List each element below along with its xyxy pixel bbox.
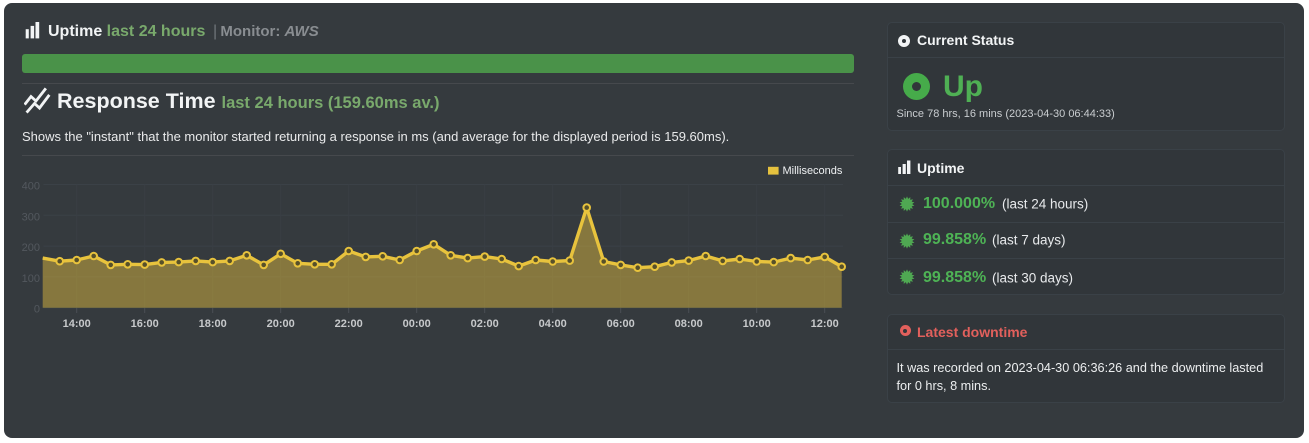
svg-text:0: 0 — [34, 304, 40, 316]
svg-text:12:00: 12:00 — [811, 318, 839, 330]
svg-text:Milliseconds: Milliseconds — [783, 165, 843, 177]
svg-text:00:00: 00:00 — [403, 318, 431, 330]
svg-text:22:00: 22:00 — [335, 318, 363, 330]
svg-text:10:00: 10:00 — [743, 318, 771, 330]
svg-text:06:00: 06:00 — [607, 318, 635, 330]
svg-text:20:00: 20:00 — [267, 318, 295, 330]
svg-text:100: 100 — [22, 273, 40, 285]
svg-text:14:00: 14:00 — [63, 318, 91, 330]
svg-text:18:00: 18:00 — [199, 318, 227, 330]
svg-text:02:00: 02:00 — [471, 318, 499, 330]
svg-text:300: 300 — [22, 211, 40, 223]
svg-text:200: 200 — [22, 242, 40, 254]
svg-text:400: 400 — [22, 181, 40, 193]
svg-text:08:00: 08:00 — [675, 318, 703, 330]
svg-text:16:00: 16:00 — [131, 318, 159, 330]
svg-text:04:00: 04:00 — [539, 318, 567, 330]
